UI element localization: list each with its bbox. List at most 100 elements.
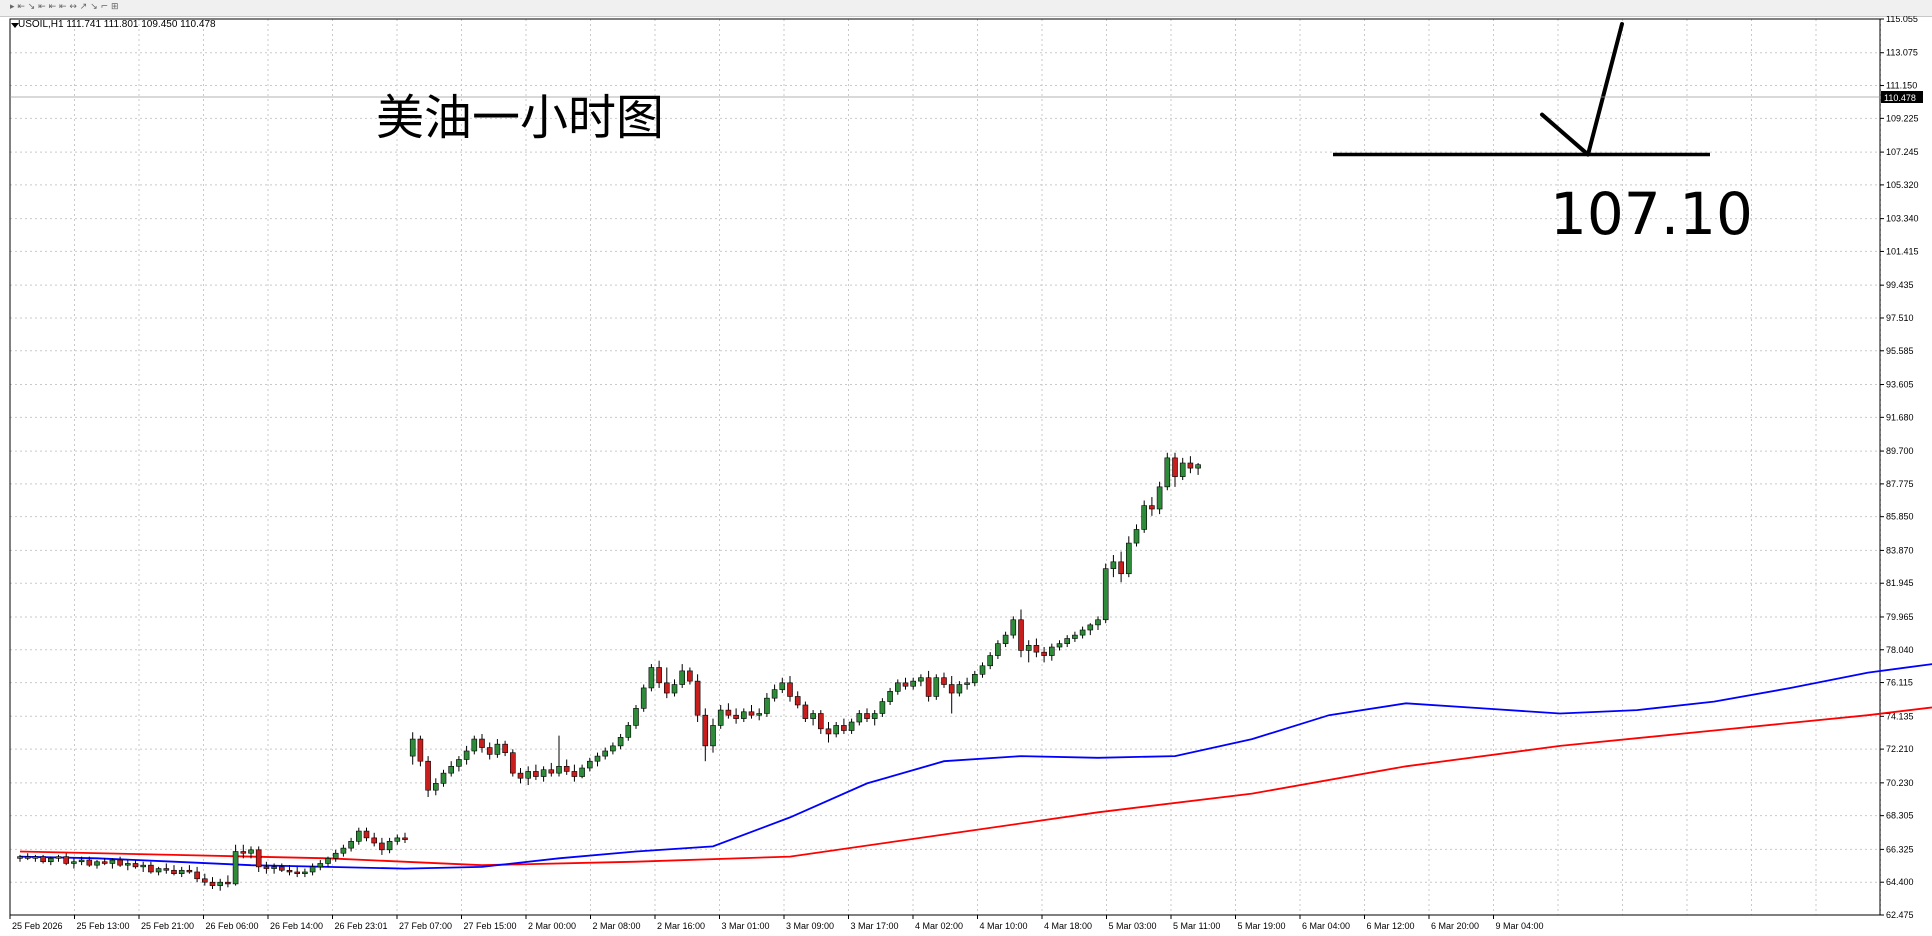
candle	[918, 674, 924, 687]
candle	[479, 733, 485, 753]
candle-body	[71, 861, 77, 864]
candle-body	[240, 851, 247, 854]
candle-body	[717, 709, 724, 726]
candle-body	[255, 849, 262, 868]
candle-body	[1079, 629, 1086, 636]
candle-body	[902, 682, 909, 687]
candle	[402, 832, 408, 844]
candle	[933, 674, 940, 700]
candle	[794, 691, 801, 709]
toolbar-icon-strip[interactable]: ▸ ⇤ ↘ ⇤ ⇤ ⇤ ↔ ↗ ↘ ⌐ ⊞	[10, 2, 119, 12]
candle	[332, 849, 339, 862]
candle-body	[509, 752, 516, 774]
candle	[286, 865, 293, 876]
candle	[1195, 462, 1201, 475]
candle-body	[1172, 457, 1178, 477]
y-tick-label: 64.400	[1886, 877, 1914, 887]
candle	[186, 865, 193, 874]
candle	[995, 640, 1001, 659]
candle-body	[856, 713, 863, 723]
candle	[255, 846, 262, 872]
x-tick-label: 4 Mar 18:00	[1044, 921, 1092, 931]
candle-body	[948, 684, 955, 694]
candle	[340, 844, 347, 857]
candle	[841, 718, 847, 734]
candle	[1102, 563, 1109, 624]
candle-body	[864, 713, 870, 719]
ma-fast-line	[19, 663, 1932, 870]
candle-body	[648, 667, 655, 689]
candle	[409, 732, 416, 765]
candle-body	[109, 859, 116, 864]
candle-body	[610, 745, 616, 752]
candle-body	[225, 881, 231, 885]
candle-body	[517, 772, 524, 779]
candle-body	[971, 674, 978, 684]
candle	[1079, 626, 1086, 639]
x-tick-label: 5 Mar 03:00	[1109, 921, 1157, 931]
candle-body	[409, 738, 416, 757]
candle	[232, 844, 239, 886]
chart-area[interactable]: 115.055 113.075 111.150 109.225 107.245 105.3…	[0, 16, 1932, 936]
candle	[771, 684, 778, 702]
candle-body	[155, 868, 162, 873]
candle	[571, 764, 578, 782]
candle-body	[209, 881, 216, 886]
candle-body	[594, 755, 601, 762]
x-tick-label: 26 Feb 23:01	[335, 921, 388, 931]
candle	[171, 865, 177, 876]
symbol-ohlc: 111.741 111.801 109.450 110.478	[66, 19, 216, 30]
candle-body	[941, 677, 947, 685]
candle	[894, 679, 901, 695]
candle-body	[833, 725, 840, 735]
candle-body	[1002, 634, 1009, 644]
candle	[440, 769, 447, 787]
candle-body	[956, 684, 963, 694]
candle	[448, 761, 455, 777]
candle-body	[402, 837, 408, 840]
candle	[271, 863, 277, 874]
candle-body	[371, 837, 378, 844]
candle-body	[679, 670, 686, 685]
candle	[717, 704, 724, 729]
y-tick-label: 101.415	[1886, 246, 1919, 256]
candle	[202, 873, 208, 886]
candle	[733, 708, 739, 724]
candle-body	[432, 783, 439, 791]
candle	[987, 652, 994, 670]
candle-body	[663, 682, 670, 694]
y-tick-label: 85.850	[1886, 512, 1914, 522]
candle-body	[887, 691, 893, 702]
candle-body	[286, 869, 293, 873]
candle	[948, 676, 955, 714]
candle	[825, 722, 832, 743]
candle-body	[848, 721, 855, 731]
candle-body	[1041, 651, 1047, 656]
candle	[663, 667, 670, 699]
candle	[748, 704, 755, 719]
candle-body	[101, 861, 108, 864]
y-tick-label: 107.245	[1886, 147, 1919, 157]
candle	[101, 858, 108, 866]
candle-body	[879, 701, 886, 714]
candle	[640, 684, 647, 712]
symbol-menu-icon[interactable]	[11, 23, 19, 28]
candle	[1087, 623, 1094, 636]
candle-body	[1110, 561, 1117, 569]
ma-fast-series	[19, 663, 1932, 870]
y-tick-label: 68.305	[1886, 811, 1914, 821]
candle	[871, 710, 878, 726]
x-tick-label: 5 Mar 11:00	[1173, 921, 1220, 931]
y-tick-label: 93.605	[1886, 380, 1914, 390]
candle	[471, 735, 478, 755]
candle	[679, 664, 686, 688]
candle	[40, 854, 46, 864]
candle	[240, 844, 247, 859]
y-axis: 115.055 113.075 111.150 109.225 107.245 105.3…	[10, 16, 1923, 920]
x-tick-label: 3 Mar 09:00	[786, 921, 834, 931]
candle-body	[294, 871, 301, 874]
candle-body	[656, 667, 662, 684]
candle	[425, 756, 431, 797]
candle-body	[625, 725, 632, 738]
x-tick-label: 2 Mar 08:00	[593, 921, 641, 931]
